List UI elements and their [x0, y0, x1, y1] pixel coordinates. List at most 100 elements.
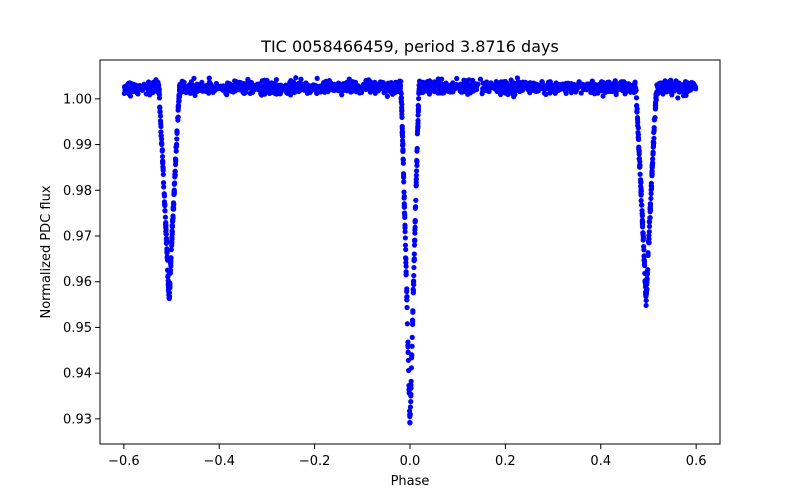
data-point — [401, 179, 407, 185]
data-point — [130, 88, 136, 95]
data-point — [166, 295, 172, 302]
y-axis-ticks: 0.93 0.94 0.95 0.96 0.97 0.98 0.99 1.00 — [63, 92, 100, 427]
data-point — [183, 89, 189, 96]
data-point — [413, 176, 419, 182]
data-point — [168, 255, 174, 261]
y-tick-label: 0.93 — [63, 412, 92, 427]
data-point — [348, 84, 354, 90]
data-point — [402, 242, 409, 248]
data-point — [635, 125, 641, 131]
data-point — [504, 86, 510, 92]
y-tick-label: 0.99 — [63, 138, 92, 153]
data-point — [643, 302, 649, 309]
data-point — [403, 255, 409, 261]
data-point — [648, 186, 655, 192]
data-point — [293, 75, 299, 81]
data-point — [401, 203, 408, 209]
data-point — [557, 82, 564, 88]
data-point — [639, 219, 646, 226]
data-point — [318, 89, 324, 95]
data-point — [402, 214, 408, 221]
data-point — [263, 88, 269, 95]
data-point — [155, 85, 161, 91]
data-point — [632, 80, 638, 86]
data-point — [414, 131, 420, 137]
data-point — [169, 228, 175, 235]
data-point — [403, 246, 409, 253]
data-point — [543, 91, 549, 97]
data-point — [399, 101, 405, 108]
data-point — [288, 92, 294, 98]
data-point — [552, 84, 558, 90]
data-point — [155, 80, 161, 86]
data-point — [164, 247, 170, 254]
data-point — [231, 88, 237, 94]
data-point — [644, 281, 650, 288]
data-point — [400, 156, 406, 162]
data-point — [226, 83, 232, 89]
data-point — [299, 82, 305, 88]
data-point — [159, 147, 165, 153]
data-point — [417, 84, 423, 90]
data-point — [580, 84, 586, 90]
data-point — [435, 90, 441, 96]
data-point — [635, 129, 641, 136]
data-point — [642, 270, 648, 276]
data-point — [382, 85, 388, 92]
data-point — [230, 83, 236, 89]
y-tick-label: 1.00 — [63, 92, 92, 107]
data-point — [165, 278, 171, 284]
data-point — [415, 109, 421, 115]
data-point — [636, 151, 642, 157]
data-point — [163, 231, 169, 237]
data-point — [165, 274, 171, 280]
data-point — [563, 87, 569, 93]
data-point — [541, 83, 547, 89]
data-point — [648, 195, 654, 202]
data-point — [169, 236, 175, 242]
data-point — [407, 419, 413, 426]
data-point — [126, 91, 132, 97]
data-point — [399, 138, 406, 144]
data-point — [578, 90, 584, 96]
data-point — [161, 191, 167, 197]
data-point — [463, 78, 469, 84]
data-point — [314, 75, 320, 81]
data-point — [401, 195, 407, 201]
data-point — [473, 86, 480, 93]
data-point — [587, 85, 593, 91]
data-point — [139, 87, 145, 93]
data-point — [639, 213, 645, 219]
x-tick-label: 0.4 — [590, 454, 611, 469]
data-point — [613, 91, 619, 98]
data-point — [411, 264, 417, 271]
data-point — [220, 84, 226, 90]
data-point — [646, 223, 653, 230]
data-point — [172, 161, 179, 168]
data-point — [174, 129, 180, 136]
data-point — [400, 146, 406, 153]
data-point — [405, 344, 411, 350]
data-point — [400, 142, 406, 148]
data-point — [232, 78, 238, 84]
data-point — [625, 85, 631, 91]
data-point — [210, 89, 216, 96]
data-point — [638, 185, 644, 191]
data-point — [636, 155, 642, 162]
data-point — [525, 87, 531, 93]
data-point — [640, 235, 646, 241]
data-point — [599, 86, 605, 92]
data-point — [680, 88, 686, 94]
data-point — [170, 218, 176, 224]
data-point — [458, 83, 464, 89]
data-point — [340, 85, 346, 91]
data-point — [401, 189, 407, 195]
data-point — [162, 214, 169, 220]
data-point — [274, 86, 280, 92]
data-point — [409, 343, 415, 349]
data-point — [467, 90, 473, 96]
data-point — [245, 85, 251, 91]
data-point — [635, 136, 642, 143]
data-point — [196, 84, 202, 90]
data-point — [637, 171, 643, 177]
